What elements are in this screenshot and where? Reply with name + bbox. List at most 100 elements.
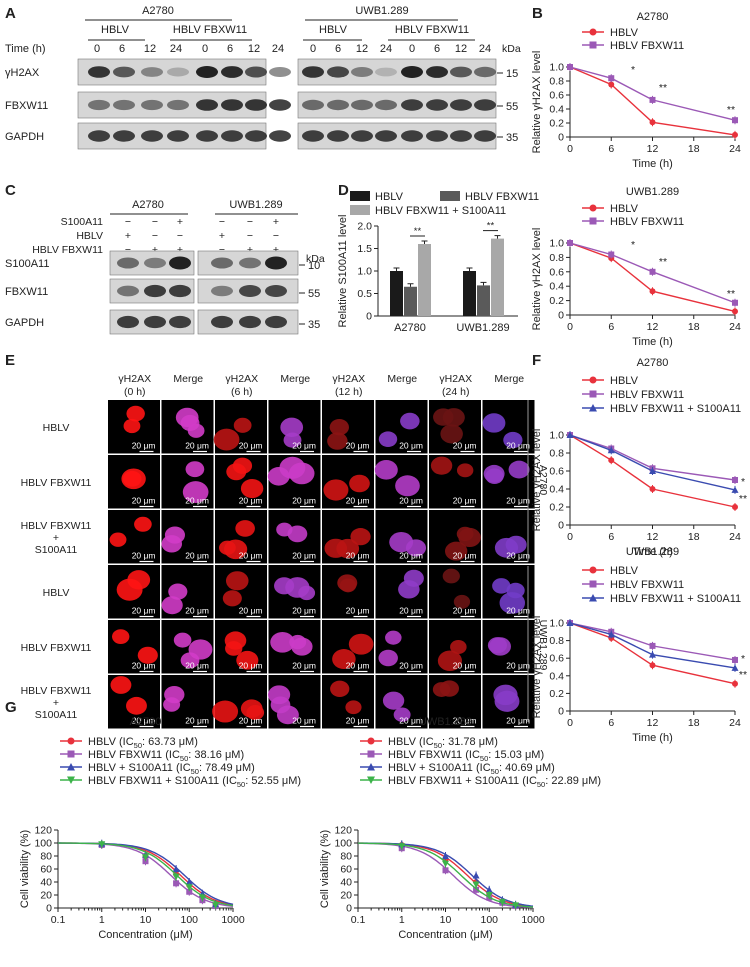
microscopy-scale-0-7: 20 μm [506,441,530,451]
chart-ytick-G1-5: 100 [34,838,52,850]
chart-xtick-F1-4: 24 [729,531,741,543]
legend-label-D-2: HBLV FBXW11 + S100A11 [375,205,506,217]
western-c-row-1: FBXW11 [5,286,48,298]
micro-cell-0-2-0 [233,417,252,433]
legend-label-F2-2: HBLV FBXW11 + S100A11 [610,593,741,605]
chart-ytick-F2-4: 0.8 [549,635,564,647]
chart-ytick-B1-2: 0.4 [549,104,564,116]
legend-label-B2-0: HBLV [610,203,639,215]
microscopy-col-header-1: Merge [173,373,203,385]
chart-ytick-B1-5: 1.0 [549,62,564,74]
band-a-uwb-0-1 [327,66,349,78]
band-a-a2780-0-3 [167,67,189,77]
chart-point-F1-2-0 [566,431,574,438]
microscopy-col-sub-2: (6 h) [231,386,253,398]
chart-xtick-F2-1: 6 [608,717,614,729]
micro-cell-1-1-1 [182,481,209,503]
western-a-time-7: 24 [272,43,284,55]
western-c-sign-1-5: − [273,230,279,242]
chart-ylabel-G1: Cell viability (%) [19,830,31,908]
western-c-sign-2-1: + [152,244,158,256]
chart-point-F1-2-3 [731,486,739,493]
chart-point-B1-0-1 [608,81,615,88]
micro-cell-0-4-0 [327,432,348,450]
band-c-2-2 [169,315,191,329]
micro-cell-3-7-2 [499,592,526,614]
chart-ytick-D-0: 0 [366,311,372,323]
micro-cell-5-4-0 [345,700,362,715]
chart-line-B2-1 [569,242,736,304]
chart-xtick-G1-4: 1000 [221,914,245,926]
microscopy-scale-5-2: 20 μm [239,716,263,726]
chart-point-G1-3-0 [98,841,106,848]
microscopy-scale-0-4: 20 μm [346,441,370,451]
chart-point-F1-1-3 [732,477,738,483]
chart-ytick-F2-1: 0.2 [549,688,564,700]
band-c-2-5 [265,315,287,329]
micro-cell-2-3-1 [287,525,308,543]
chart-point-G1-3-3 [185,884,193,891]
microscopy-scale-3-5: 20 μm [399,606,423,616]
chart-bar-D-2-1 [491,238,504,316]
micro-cell-0-3-1 [280,417,304,437]
legend-label-F2-0: HBLV [610,565,639,577]
band-a-uwb-0-0 [302,66,324,78]
legend-marker-F2-0 [589,566,597,574]
micro-cell-4-0-1 [112,629,130,645]
chart-ytick-F1-4: 0.8 [549,448,564,460]
band-a-uwb-2-4 [401,130,423,142]
micro-cell-0-5-1 [378,431,398,447]
microscopy-col-sub-6: (24 h) [442,386,469,398]
band-a-a2780-1-3 [167,99,189,111]
chart-xtick-G1-0: 0.1 [51,914,66,926]
legend-marker-B2-1 [589,217,597,225]
band-a-uwb-1-5 [426,99,448,111]
western-a-cell-line-uwb: UWB1.289 [355,5,408,17]
chart-title-F1: A2780 [637,357,669,369]
western-a-time-label: Time (h) [5,43,46,55]
western-a-row-0: γH2AX [5,67,40,79]
microscopy-scale-2-6: 20 μm [453,551,477,561]
chart-xtick-G2-0: 0.1 [351,914,366,926]
micro-cell-5-2-1 [212,700,239,723]
microscopy-scale-2-3: 20 μm [292,551,316,561]
micro-cell-3-2-0 [225,571,249,591]
micro-cell-2-2-1 [235,520,255,537]
micro-cell-0-5-0 [400,412,420,430]
western-a-kda-label: kDa [502,43,521,55]
band-a-a2780-1-0 [88,99,110,111]
micro-tile-4-0 [108,620,160,674]
microscopy-col-header-0: γH2AX [118,373,151,385]
micro-cell-2-4-0 [350,528,371,546]
legend-marker-F1-0 [589,376,597,384]
chart-ytick-D-4: 2.0 [357,221,372,233]
band-a-a2780-1-6 [245,99,267,111]
microscopy-scale-3-3: 20 μm [292,606,316,616]
chart-xtick-G1-2: 10 [140,914,152,926]
band-c-0-2 [169,256,191,270]
chart-ylabel-B2: Relative γH2AX level [531,228,543,331]
microscopy-scale-4-4: 20 μm [346,661,370,671]
chart-point-F2-2-0 [566,619,574,626]
micro-cell-2-5-1 [389,531,414,553]
microscopy-scale-5-4: 20 μm [346,716,370,726]
chart-bar-D-0-1 [463,271,476,316]
western-a-time-0: 0 [94,43,100,55]
microscopy-scale-3-1: 20 μm [185,606,209,616]
chart-ytick-F1-0: 0 [558,520,564,532]
chart-ytick-G2-5: 100 [334,838,352,850]
chart-ytick-G1-3: 60 [40,864,52,876]
band-a-a2780-0-0 [88,66,110,78]
chart-f-a2780: A2780 0 0.2 0.4 0.6 0.8 1.0 0 6 12 18 24 Time (h) Rel… [531,357,747,558]
band-a-uwb-1-7 [474,99,496,111]
microscopy-scale-1-6: 20 μm [453,496,477,506]
legend-label-G2-3: HBLV FBXW11 + S100A11 (IC50: 22.89 μM) [388,775,601,789]
chart-xtick-F1-2: 12 [647,531,659,543]
chart-ytick-G2-4: 80 [340,851,352,863]
chart-bar-D-1-1 [477,285,490,316]
chart-point-B2-1-0 [567,240,573,246]
western-c-sign-1-4: − [247,230,253,242]
band-a-a2780-2-4 [196,130,218,142]
band-c-2-3 [211,315,233,329]
microscopy-scale-1-5: 20 μm [399,496,423,506]
